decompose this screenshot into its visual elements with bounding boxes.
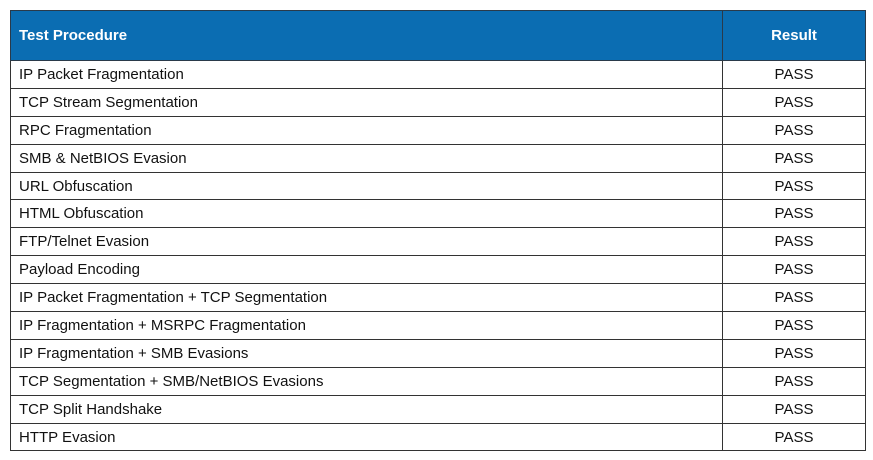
- procedure-cell: TCP Stream Segmentation: [10, 87, 723, 117]
- procedure-cell: Payload Encoding: [10, 255, 723, 285]
- procedure-cell: HTTP Evasion: [10, 422, 723, 452]
- table-row: IP Fragmentation + SMB Evasions PASS: [10, 338, 866, 368]
- result-cell: PASS: [722, 60, 866, 89]
- results-table: Test Procedure Result IP Packet Fragment…: [10, 10, 866, 452]
- result-cell: PASS: [722, 171, 866, 201]
- procedure-cell: FTP/Telnet Evasion: [10, 227, 723, 257]
- result-cell: PASS: [722, 227, 866, 257]
- result-cell: PASS: [722, 283, 866, 313]
- procedure-cell: SMB & NetBIOS Evasion: [10, 143, 723, 173]
- table-row: SMB & NetBIOS Evasion PASS: [10, 143, 866, 173]
- procedure-cell: TCP Segmentation + SMB/NetBIOS Evasions: [10, 366, 723, 396]
- table-row: HTML Obfuscation PASS: [10, 199, 866, 229]
- table-row: TCP Stream Segmentation PASS: [10, 87, 866, 117]
- table-row: IP Packet Fragmentation + TCP Segmentati…: [10, 283, 866, 313]
- result-cell: PASS: [722, 87, 866, 117]
- procedure-cell: HTML Obfuscation: [10, 199, 723, 229]
- result-cell: PASS: [722, 199, 866, 229]
- table-row: FTP/Telnet Evasion PASS: [10, 227, 866, 257]
- result-cell: PASS: [722, 394, 866, 424]
- table-header: Test Procedure Result: [10, 10, 866, 61]
- procedure-cell: IP Fragmentation + SMB Evasions: [10, 338, 723, 368]
- procedure-cell: IP Packet Fragmentation: [10, 60, 723, 89]
- table-row: HTTP Evasion PASS: [10, 422, 866, 452]
- table-row: Payload Encoding PASS: [10, 255, 866, 285]
- table-row: TCP Split Handshake PASS: [10, 394, 866, 424]
- header-cell: Test Procedure: [10, 10, 723, 61]
- procedure-cell: TCP Split Handshake: [10, 394, 723, 424]
- table-body: IP Packet Fragmentation PASS TCP Stream Se…: [10, 60, 866, 452]
- header-cell: Result: [722, 10, 866, 61]
- procedure-cell: URL Obfuscation: [10, 171, 723, 201]
- result-cell: PASS: [722, 338, 866, 368]
- result-cell: PASS: [722, 311, 866, 340]
- table-row: IP Packet Fragmentation PASS: [10, 60, 866, 89]
- procedure-cell: IP Packet Fragmentation + TCP Segmentati…: [10, 283, 723, 313]
- header-row: Test Procedure Result: [10, 10, 866, 61]
- result-cell: PASS: [722, 115, 866, 145]
- table-row: IP Fragmentation + MSRPC Fragmentation PA…: [10, 311, 866, 340]
- procedure-cell: IP Fragmentation + MSRPC Fragmentation: [10, 311, 723, 340]
- result-cell: PASS: [722, 255, 866, 285]
- result-cell: PASS: [722, 422, 866, 452]
- procedure-cell: RPC Fragmentation: [10, 115, 723, 145]
- result-cell: PASS: [722, 143, 866, 173]
- table-row: TCP Segmentation + SMB/NetBIOS Evasions P…: [10, 366, 866, 396]
- table-row: URL Obfuscation PASS: [10, 171, 866, 201]
- result-cell: PASS: [722, 366, 866, 396]
- table-row: RPC Fragmentation PASS: [10, 115, 866, 145]
